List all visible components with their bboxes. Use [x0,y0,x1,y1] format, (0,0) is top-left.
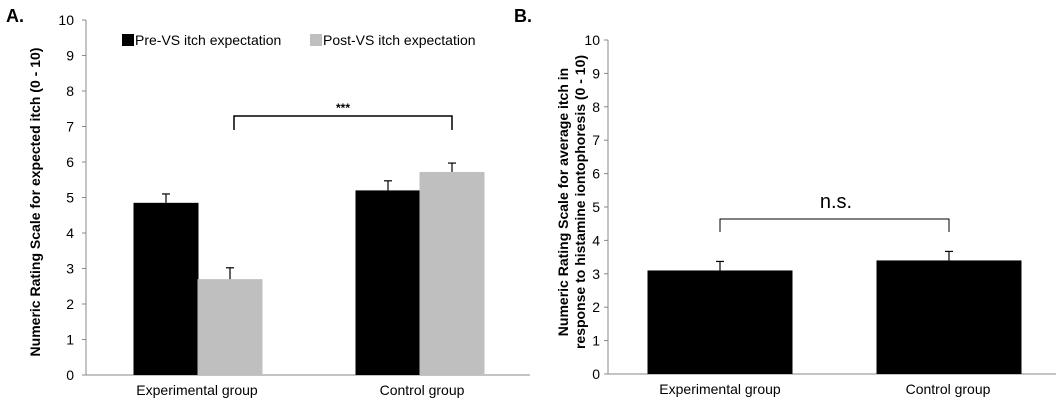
bar [133,202,199,375]
y-tick-label: 0 [592,366,600,382]
y-tick-label: 9 [66,48,74,64]
bar [197,279,263,375]
category-label: Experimental group [659,381,781,397]
legend-label-pre: Pre-VS itch expectation [135,32,281,48]
y-tick-label: 4 [66,225,74,241]
y-tick-label: 10 [58,12,74,28]
y-tick-label: 7 [592,132,600,148]
significance-label: n.s. [820,191,852,213]
y-tick-label: 5 [66,190,74,206]
panel-a-y-axis-label: Numeric Rating Scale for expected itch (… [27,48,43,357]
y-tick-label: 1 [592,333,600,349]
bar [876,260,1022,374]
panel-b-label: B. [514,6,532,26]
panel-b-significance-bracket: n.s. [719,191,950,232]
bar [647,270,793,374]
y-tick-label: 0 [66,367,74,383]
y-tick-label: 3 [592,266,600,282]
y-tick-label: 2 [66,296,74,312]
bar [355,190,421,375]
category-label: Experimental group [136,382,258,398]
bracket-line [719,218,950,232]
panel-b-y-axis-label-line1: Numeric Rating Scale for average itch in [555,68,571,336]
y-tick-label: 1 [66,332,74,348]
panel-a-bars [133,162,485,375]
panel-a-y-ticks: 0 1 2 3 4 5 6 7 8 9 10 [58,12,86,383]
y-tick-label: 5 [592,199,600,215]
y-tick-label: 8 [592,99,600,115]
y-tick-label: 8 [66,83,74,99]
y-tick-label: 3 [66,261,74,277]
legend-swatch-post [310,34,322,46]
significance-label: *** [336,101,350,115]
legend-swatch-pre [122,34,134,46]
y-tick-label: 4 [592,232,600,248]
y-tick-label: 6 [66,154,74,170]
panel-a-category-labels: Experimental group Control group [136,382,464,398]
panel-b-y-ticks: 0 1 2 3 4 5 6 7 8 9 10 [584,32,608,382]
category-label: Control group [906,381,991,397]
panel-b-y-axis-label-line2: response to histamine iontophoresis (0 -… [572,55,588,349]
bar [419,171,485,375]
y-tick-label: 2 [592,299,600,315]
panel-a-legend: Pre-VS itch expectation Post-VS itch exp… [122,32,476,48]
panel-a: A. Numeric Rating Scale for expected itc… [6,6,530,398]
bracket-line [233,115,453,130]
category-label: Control group [380,382,465,398]
y-tick-label: 10 [584,32,600,48]
panel-b: B. Numeric Rating Scale for average itch… [514,6,1056,397]
panel-b-category-labels: Experimental group Control group [659,381,990,397]
y-tick-label: 6 [592,166,600,182]
panel-b-bars [647,250,1022,374]
panel-a-label: A. [6,6,24,26]
legend-label-post: Post-VS itch expectation [323,32,476,48]
panel-a-significance-bracket: *** [233,101,453,130]
y-tick-label: 9 [592,65,600,81]
y-tick-label: 7 [66,119,74,135]
